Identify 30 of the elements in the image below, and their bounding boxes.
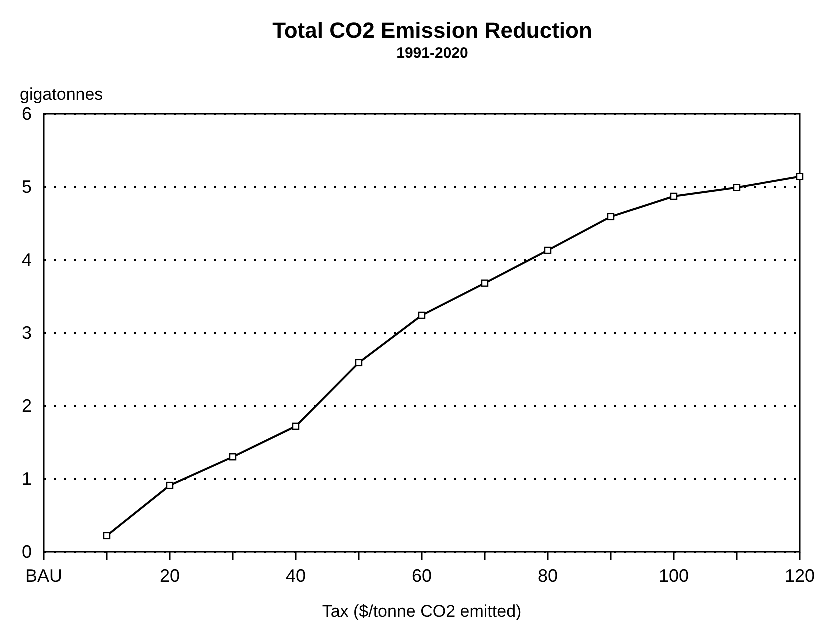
point <box>481 280 489 287</box>
x-tick-label: 80 <box>538 566 558 586</box>
point <box>166 482 174 490</box>
y-tick-label: 3 <box>22 323 32 343</box>
point <box>103 532 111 540</box>
x-tick-label: 20 <box>160 566 180 586</box>
point <box>670 192 678 200</box>
point <box>292 422 300 430</box>
chart-title: Total CO2 Emission Reduction <box>272 18 592 43</box>
x-axis-title: Tax ($/tonne CO2 emitted) <box>322 602 522 621</box>
y-tick-label: 2 <box>22 396 32 416</box>
point <box>607 213 615 221</box>
point <box>418 312 426 320</box>
x-tick-label: 100 <box>658 566 690 586</box>
y-tick-label: 4 <box>22 250 32 270</box>
point <box>229 454 237 461</box>
y-tick-label: 1 <box>22 469 32 489</box>
y-axis-title: gigatonnes <box>20 85 104 104</box>
x-tick-label: 60 <box>412 566 432 586</box>
x-tick-label: 120 <box>784 566 816 586</box>
point <box>355 359 363 367</box>
point <box>544 246 552 254</box>
y-tick-label: 0 <box>22 542 32 562</box>
point <box>796 173 804 180</box>
y-tick-label: 6 <box>22 104 32 124</box>
y-tick-label: 5 <box>22 177 32 197</box>
point <box>733 184 741 192</box>
x-tick-label: BAU <box>25 566 63 586</box>
x-tick-label: 40 <box>286 566 306 586</box>
chart-subtitle: 1991-2020 <box>396 45 468 62</box>
